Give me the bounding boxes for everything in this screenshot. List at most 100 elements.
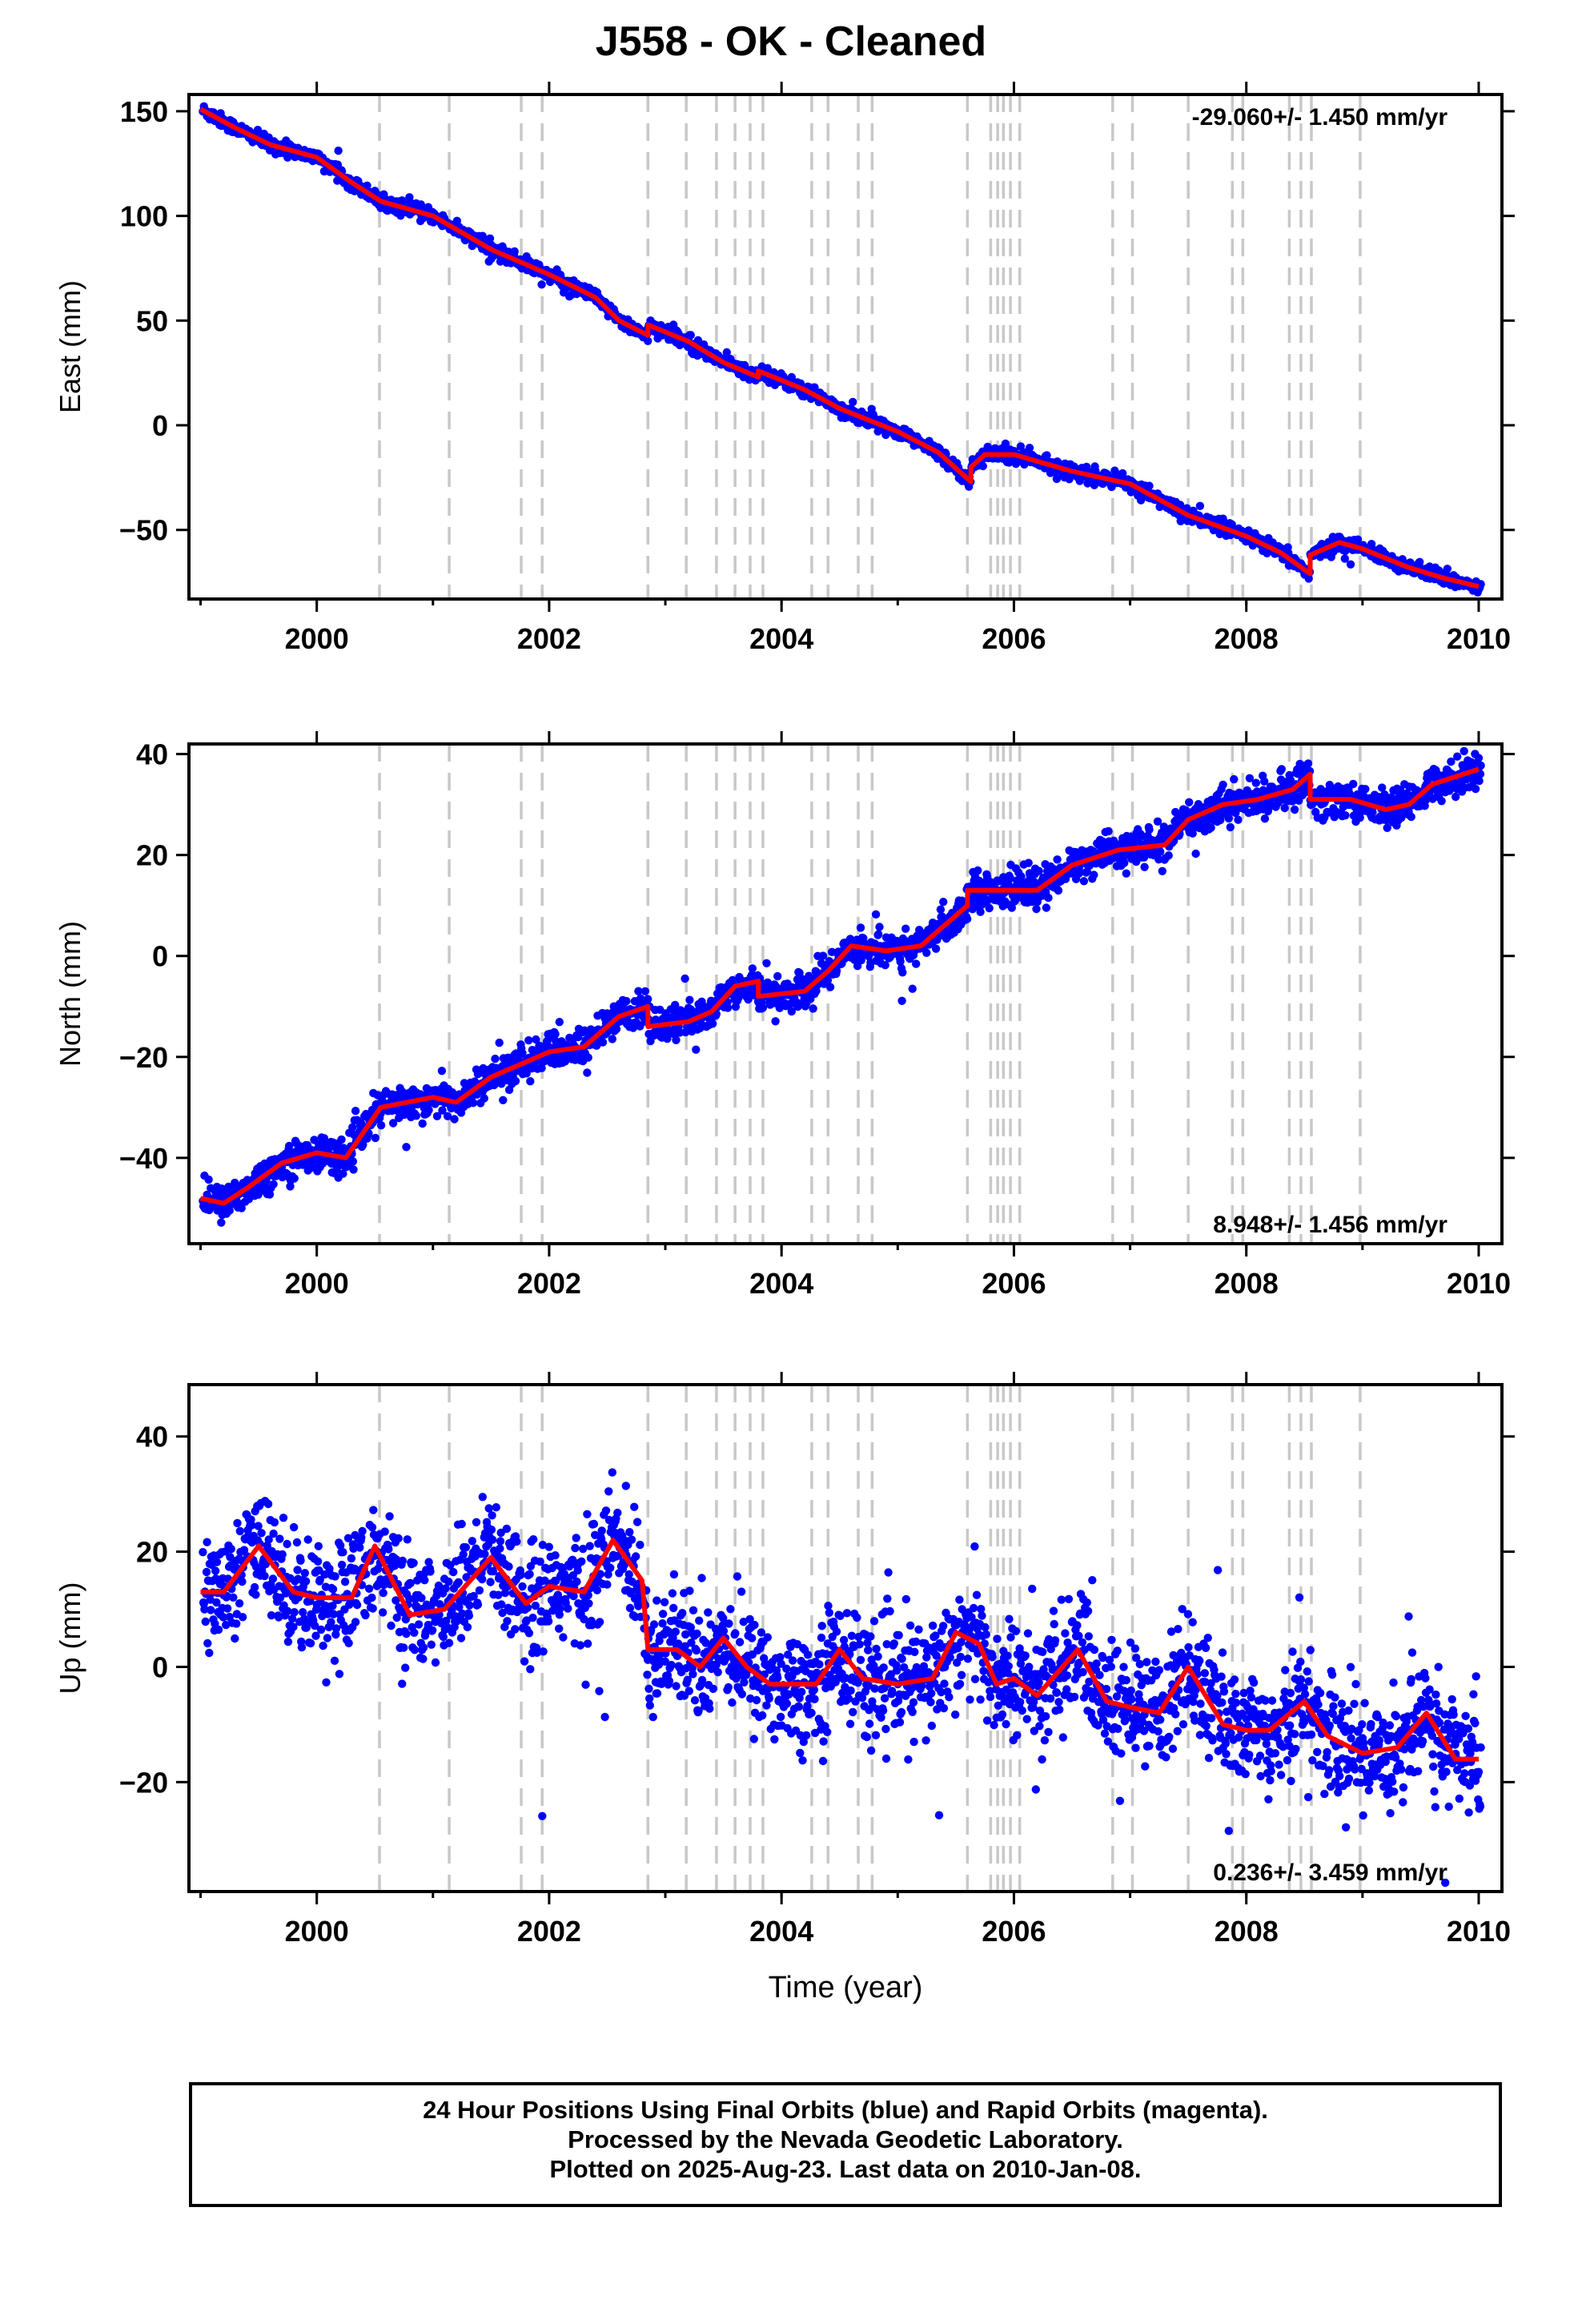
- data-point: [363, 181, 371, 190]
- data-point: [1140, 862, 1149, 871]
- data-point: [1090, 870, 1098, 879]
- data-point: [723, 1003, 733, 1012]
- data-point: [1032, 904, 1041, 914]
- plot-frame: [187, 93, 1504, 601]
- data-point: [1346, 560, 1355, 569]
- data-point: [758, 1003, 768, 1012]
- data-point: [1191, 849, 1200, 858]
- data-point: [936, 905, 946, 914]
- data-point: [1251, 778, 1261, 787]
- data-point: [526, 1077, 535, 1086]
- data-point: [762, 959, 771, 968]
- data-point: [555, 1018, 564, 1027]
- data-point: [1042, 903, 1051, 912]
- data-point: [1234, 815, 1243, 824]
- data-point: [412, 1112, 421, 1120]
- y-tick-label: 100: [120, 200, 168, 233]
- data-point: [583, 1068, 592, 1077]
- data-point: [1407, 812, 1415, 822]
- x-tick-label: 2002: [517, 622, 581, 655]
- data-point: [1185, 798, 1194, 806]
- data-point: [773, 971, 782, 981]
- data-point: [644, 336, 652, 345]
- data-point: [681, 974, 689, 983]
- data-point: [511, 1076, 520, 1086]
- data-point: [1230, 774, 1239, 784]
- data-point: [1164, 851, 1173, 860]
- data-point: [1219, 780, 1227, 790]
- data-point: [875, 923, 884, 931]
- data-point: [709, 1019, 717, 1028]
- y-tick-label: 50: [136, 304, 168, 337]
- data-point: [874, 930, 883, 939]
- data-point: [849, 397, 857, 407]
- data-point: [491, 1054, 500, 1063]
- rate-annotation: -29.060+/- 1.450 mm/yr: [1192, 104, 1448, 131]
- data-point: [1303, 759, 1313, 768]
- x-tick-label: 2000: [285, 622, 349, 655]
- data-point: [856, 923, 865, 932]
- y-tick-label: −50: [119, 514, 168, 547]
- data-point: [1079, 877, 1089, 886]
- data-point: [809, 1004, 817, 1013]
- panel-north: 2000 2002 2004 2006 2008 2010−40−2002040North…: [54, 731, 1515, 1300]
- data-point: [537, 280, 546, 289]
- data-point: [898, 968, 907, 977]
- data-point: [551, 1030, 560, 1039]
- data-point: [1226, 822, 1235, 832]
- data-point: [771, 1017, 780, 1026]
- data-point: [348, 1123, 357, 1132]
- data-point: [931, 944, 941, 953]
- data-points: [199, 102, 1485, 597]
- data-point: [1025, 444, 1034, 452]
- data-point: [1158, 866, 1167, 876]
- data-point: [485, 234, 495, 243]
- data-point: [722, 348, 731, 357]
- data-point: [1145, 481, 1154, 490]
- data-point: [897, 996, 906, 1006]
- data-point: [908, 984, 917, 993]
- data-point: [269, 1180, 278, 1189]
- data-point: [939, 898, 948, 907]
- data-point: [1453, 752, 1462, 761]
- data-point: [1474, 754, 1484, 762]
- data-point: [1290, 805, 1299, 814]
- data-point: [1122, 869, 1131, 878]
- data-point: [825, 983, 835, 991]
- data-point: [644, 995, 652, 1003]
- data-point: [622, 996, 631, 1006]
- data-point: [598, 1038, 608, 1047]
- data-point: [337, 1135, 346, 1144]
- data-point: [204, 1175, 213, 1184]
- y-axis-label: East (mm): [54, 280, 86, 413]
- data-point: [1260, 814, 1270, 823]
- data-point: [1044, 893, 1053, 903]
- data-point: [1443, 565, 1452, 573]
- data-point: [348, 1157, 358, 1166]
- data-point: [763, 364, 772, 372]
- data-point: [510, 247, 519, 256]
- chart-title: J558 - OK - Cleaned: [595, 18, 987, 65]
- x-tick-label: 2006: [982, 622, 1046, 655]
- data-point: [1001, 439, 1010, 448]
- data-point: [1341, 811, 1350, 820]
- data-point: [686, 331, 695, 340]
- data-point: [608, 1035, 616, 1043]
- data-point: [1118, 468, 1127, 478]
- data-point: [881, 961, 889, 970]
- data-points: [199, 746, 1485, 1227]
- x-tick-label: 2008: [1215, 622, 1279, 655]
- data-point: [1207, 823, 1215, 832]
- x-tick-label: 2010: [1447, 622, 1511, 655]
- data-point: [871, 910, 881, 919]
- data-point: [480, 1094, 488, 1103]
- data-point: [468, 1099, 478, 1108]
- data-point: [685, 995, 694, 1004]
- data-point: [1349, 779, 1358, 789]
- data-point: [1277, 765, 1287, 774]
- y-tick-label: 0: [152, 409, 168, 442]
- data-point: [499, 1096, 508, 1105]
- data-point: [1471, 784, 1480, 794]
- data-point: [901, 924, 910, 933]
